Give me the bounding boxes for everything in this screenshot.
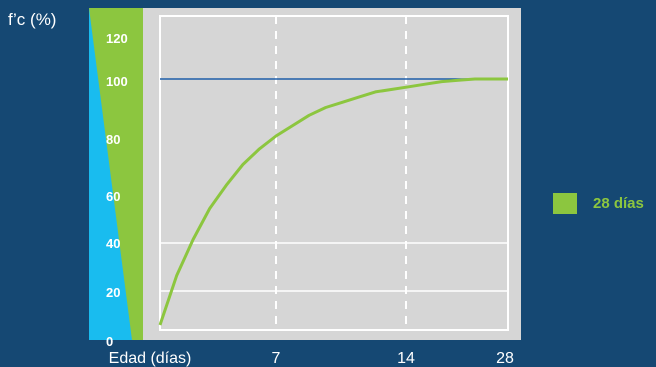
y-tick-label-60: 60 xyxy=(106,189,120,204)
plot-frame xyxy=(159,15,509,331)
y-axis-label: f’c (%) xyxy=(8,10,56,29)
y-tick-label-120: 120 xyxy=(106,31,128,46)
grid-lines xyxy=(160,242,508,292)
plot-area xyxy=(143,8,521,340)
legend-label-28-dias: 28 días xyxy=(593,195,644,212)
x-tick-labels: 7 14 28 xyxy=(272,350,514,367)
y-tick-label-0: 0 xyxy=(106,334,113,349)
series-line-28-dias xyxy=(158,77,508,326)
x-tick-label-28: 28 xyxy=(496,350,514,367)
y-tick-label-40: 40 xyxy=(106,236,120,251)
y-tick-label-80: 80 xyxy=(106,132,120,147)
vertical-grid-lines xyxy=(275,16,407,330)
axis-band-green xyxy=(89,8,143,340)
x-tick-label-14: 14 xyxy=(397,350,415,367)
legend-swatch-28-dias xyxy=(553,193,577,214)
legend: 28 días xyxy=(553,193,644,214)
x-tick-label-7: 7 xyxy=(272,350,281,367)
x-axis-label: Edad (días) xyxy=(109,350,192,367)
y-tick-label-100: 100 xyxy=(106,74,128,89)
y-tick-label-20: 20 xyxy=(106,285,120,300)
y-tick-labels: 0 20 40 60 80 100 120 xyxy=(106,31,128,349)
